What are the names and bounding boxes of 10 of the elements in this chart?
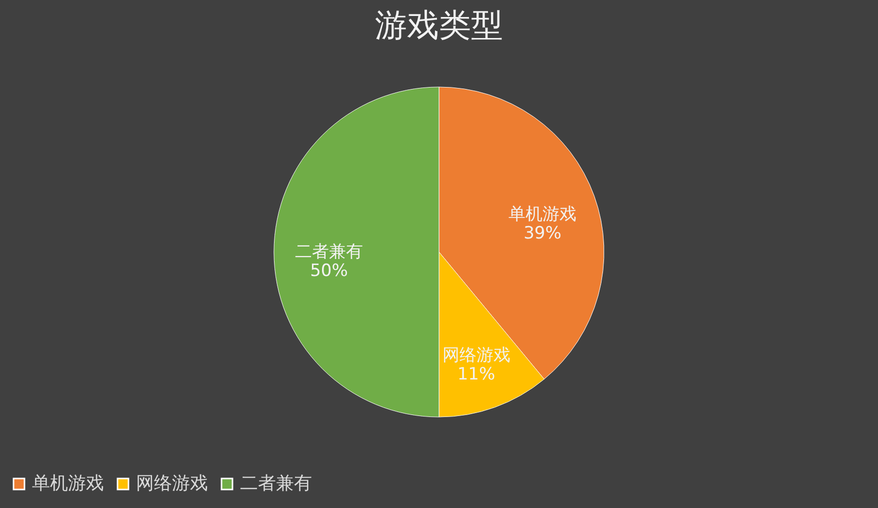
legend-label: 网络游戏: [136, 473, 208, 494]
slice-label: 二者兼有: [295, 242, 363, 262]
chart-title: 游戏类型: [375, 6, 503, 44]
legend-label: 二者兼有: [240, 473, 312, 494]
data-label: 50%: [310, 261, 348, 281]
data-label: 39%: [524, 224, 562, 244]
data-label: 11%: [457, 364, 496, 384]
legend-label: 单机游戏: [32, 473, 104, 494]
slice-label: 网络游戏: [442, 345, 510, 366]
slice-label: 单机游戏: [508, 204, 576, 225]
